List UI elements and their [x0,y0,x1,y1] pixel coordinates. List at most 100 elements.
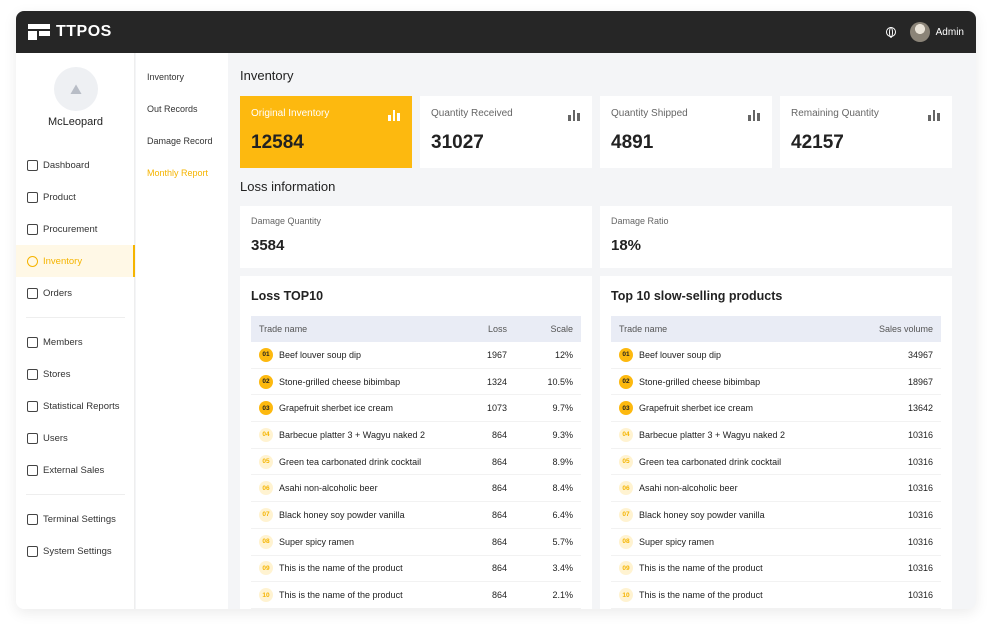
table-row[interactable]: 07 Black honey soy powder vanilla 864 6.4% [251,502,581,529]
sidebar-item-system-settings[interactable]: System Settings [16,535,135,567]
subnav-item-inventory[interactable]: Inventory [147,72,185,82]
loss-cell: 1967 [486,349,507,360]
stat-card[interactable]: Original Inventory 12584 [240,96,412,168]
table-row[interactable]: 02 Stone-grilled cheese bibimbap 18967 [611,369,941,396]
subnav-item-monthly-report[interactable]: Monthly Report [147,168,209,178]
table-row[interactable]: 01 Beef louver soup dip 1967 12% [251,342,581,369]
col-scale[interactable]: Scale [550,324,573,334]
stat-label: Original Inventory [251,108,330,119]
inventory-icon [27,255,38,267]
trade-name-cell: 03 Grapefruit sherbet ice cream [619,401,833,416]
table-row[interactable]: 05 Green tea carbonated drink cocktail 103… [611,449,941,476]
sales-volume-cell: 10316 [907,429,933,440]
sidebar: ⛰ McLeopard Dashboard Product Procurement I… [16,53,135,609]
table-row[interactable]: 10 This is the name of the product 10316 [611,582,941,609]
trade-name: Green tea carbonated drink cocktail [639,456,782,467]
user-menu[interactable]: Admin [909,22,964,42]
table-row[interactable]: 01 Beef louver soup dip 34967 [611,342,941,369]
store-avatar-icon[interactable]: ⛰ [54,67,98,111]
sidebar-item-dashboard[interactable]: Dashboard [16,149,135,181]
sidebar-item-terminal-settings[interactable]: Terminal Settings [16,503,135,535]
scale-cell: 10.5% [547,376,573,387]
main-nav: Dashboard Product Procurement Inventory Orde… [16,149,135,567]
table-row[interactable]: 08 Super spicy ramen 10316 [611,529,941,556]
table-row[interactable]: 05 Green tea carbonated drink cocktail 864… [251,449,581,476]
sidebar-item-product[interactable]: Product [16,181,135,213]
trade-name-cell: 08 Super spicy ramen [259,534,437,549]
rank-badge: 09 [619,561,633,576]
loss-cell: 864 [491,509,507,520]
col-loss[interactable]: Loss [487,324,507,334]
trade-name: Stone-grilled cheese bibimbap [639,376,761,387]
user-name: Admin [935,26,964,38]
main-content: Inventory Original Inventory 12584 Quantit… [228,53,976,609]
sales-volume-cell: 13642 [907,403,933,414]
table-row[interactable]: 08 Super spicy ramen 864 5.7% [251,529,581,556]
sales-volume-cell: 34967 [907,349,933,360]
table-row[interactable]: 02 Stone-grilled cheese bibimbap 1324 10.5% [251,369,581,396]
stat-card[interactable]: Remaining Quantity 42157 [780,96,952,168]
bar-chart-icon [388,110,401,121]
trade-name: Beef louver soup dip [279,349,362,360]
sidebar-item-users[interactable]: Users [16,422,135,454]
page-title: Inventory [240,68,294,83]
sidebar-item-procurement[interactable]: Procurement [16,213,135,245]
trade-name-cell: 02 Stone-grilled cheese bibimbap [259,374,437,389]
table-row[interactable]: 07 Black honey soy powder vanilla 10316 [611,502,941,529]
slow-selling-card: Top 10 slow-selling products Trade name … [600,276,952,609]
trade-name: Barbecue platter 3 + Wagyu naked 2 [639,429,786,440]
subnav-item-out-records[interactable]: Out Records [147,104,198,114]
table-row[interactable]: 04 Barbecue platter 3 + Wagyu naked 2 1031… [611,422,941,449]
trade-name-cell: 10 This is the name of the product [259,588,437,603]
rank-badge: 10 [619,588,633,603]
stat-card[interactable]: Quantity Shipped 4891 [600,96,772,168]
trade-name: This is the name of the product [279,590,403,601]
dashboard-icon [27,159,38,171]
table-row[interactable]: 06 Asahi non-alcoholic beer 864 8.4% [251,475,581,503]
loss-cell: 1073 [486,403,507,414]
col-trade-name[interactable]: Trade name [259,324,308,334]
rank-badge: 06 [619,481,633,496]
loss-table: Trade name Loss Scale 01 Beef louver soup… [251,316,581,609]
table-row[interactable]: 06 Asahi non-alcoholic beer 10316 [611,475,941,503]
sidebar-item-inventory[interactable]: Inventory [16,245,135,277]
trade-name-cell: 03 Grapefruit sherbet ice cream [259,401,437,416]
sidebar-item-label: Stores [43,368,71,380]
col-trade-name[interactable]: Trade name [619,324,668,334]
subnav-item-damage-record[interactable]: Damage Record [147,136,213,146]
stat-label: Remaining Quantity [791,108,879,119]
rank-badge: 02 [619,374,633,389]
sidebar-item-members[interactable]: Members [16,326,135,358]
app-logo[interactable]: TTPOS [28,23,112,41]
sidebar-item-label: Inventory [43,255,83,267]
trade-name: This is the name of the product [639,563,763,574]
scale-cell: 3.4% [552,563,573,574]
trade-name-cell: 10 This is the name of the product [619,588,833,603]
table-row[interactable]: 10 This is the name of the product 864 2.1% [251,582,581,609]
trade-name: Grapefruit sherbet ice cream [279,403,394,414]
scale-cell: 9.7% [552,403,573,414]
terminal-icon [27,513,38,525]
sub-nav: Inventory Out Records Damage Record Monthly… [136,53,228,609]
sidebar-item-label: Procurement [43,223,98,235]
table-row[interactable]: 09 This is the name of the product 864 3.4% [251,556,581,583]
globe-icon[interactable] [885,27,896,38]
table-row[interactable]: 03 Grapefruit sherbet ice cream 1073 9.7% [251,395,581,423]
col-sales-volume[interactable]: Sales volume [878,324,933,334]
store-icon [27,368,38,380]
sidebar-item-orders[interactable]: Orders [16,277,135,309]
table-row[interactable]: 04 Barbecue platter 3 + Wagyu naked 2 864 9… [251,422,581,449]
sales-volume-cell: 10316 [907,563,933,574]
trade-name-cell: 06 Asahi non-alcoholic beer [259,481,437,496]
trade-name: This is the name of the product [279,563,403,574]
sidebar-item-stores[interactable]: Stores [16,358,135,390]
slow-selling-table: Trade name Sales volume 01 Beef louver so… [611,316,941,609]
sidebar-item-external-sales[interactable]: External Sales [16,454,135,486]
table-row[interactable]: 03 Grapefruit sherbet ice cream 13642 [611,395,941,423]
table-row[interactable]: 09 This is the name of the product 10316 [611,556,941,583]
scale-cell: 8.9% [552,456,573,467]
bar-chart-icon [928,110,941,121]
rank-badge: 09 [259,561,273,576]
sidebar-item-statistical-reports[interactable]: Statistical Reports [16,390,135,422]
stat-card[interactable]: Quantity Received 31027 [420,96,592,168]
